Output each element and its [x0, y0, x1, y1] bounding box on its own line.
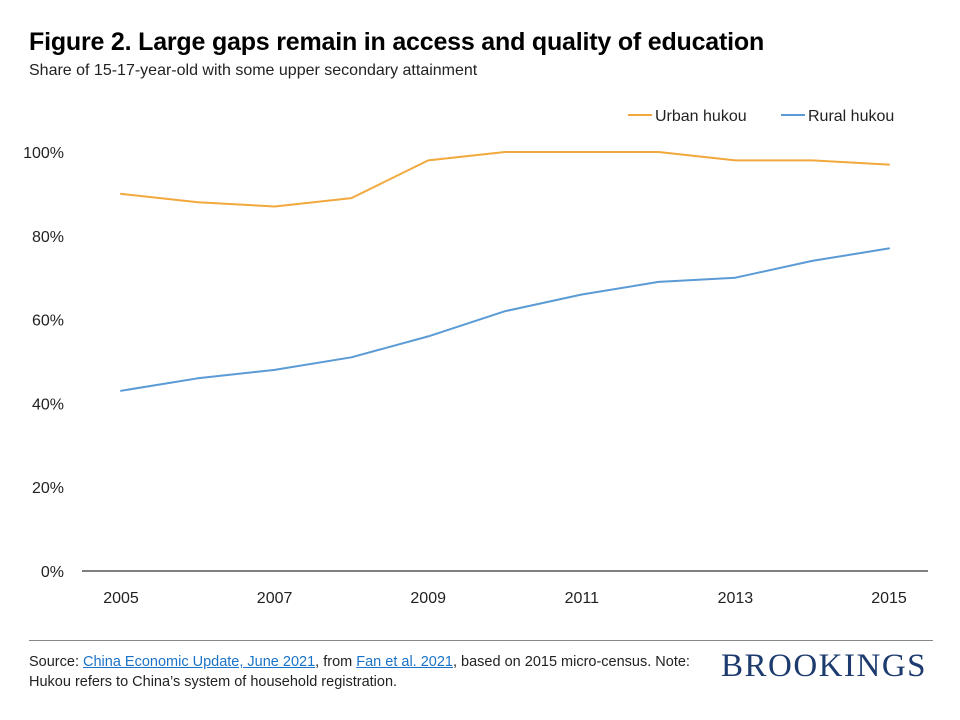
- x-tick-label: 2009: [410, 590, 446, 607]
- line-chart: 0%20%40%60%80%100% 2005 2007 2009 2011 2013 2…: [23, 108, 928, 607]
- chart-title: Figure 2. Large gaps remain in access an…: [29, 28, 765, 56]
- source-link-fan-et-al[interactable]: Fan et al. 2021: [356, 654, 453, 670]
- series-lines: [120, 151, 890, 392]
- x-tick-label: 2005: [103, 590, 139, 607]
- y-tick-label: 60%: [32, 313, 64, 330]
- x-tick-label: 2007: [257, 590, 293, 607]
- series-line-rural-hukou: [120, 247, 890, 392]
- source-note: Source: China Economic Update, June 2021…: [29, 652, 709, 692]
- x-tick-label: 2013: [718, 590, 754, 607]
- x-axis: 2005 2007 2009 2011 2013 2015: [82, 570, 928, 607]
- brookings-logo: BROOKINGS: [721, 648, 928, 684]
- x-tick-label: 2015: [871, 590, 907, 607]
- y-tick-label: 100%: [23, 145, 64, 162]
- x-tick-label: 2011: [565, 590, 600, 607]
- legend-label-urban-hukou: Urban hukou: [655, 108, 747, 125]
- y-tick-label: 80%: [32, 229, 64, 246]
- source-suffix: , based on 2015 micro-census. Note: Huko…: [29, 654, 690, 690]
- legend: Urban hukou Rural hukou: [628, 108, 894, 125]
- chart-subtitle: Share of 15-17-year-old with some upper …: [29, 62, 478, 79]
- y-axis-ticks: 0% 20% 40% 60% 80% 100%: [23, 145, 64, 581]
- footer-divider: [29, 640, 933, 641]
- source-link-china-economic-update[interactable]: China Economic Update, June 2021: [83, 654, 316, 670]
- source-prefix: Source:: [29, 654, 83, 670]
- y-tick-label: 20%: [32, 480, 64, 497]
- y-tick-label: 40%: [32, 396, 64, 413]
- y-tick-label: 0%: [41, 564, 64, 581]
- legend-label-rural-hukou: Rural hukou: [808, 108, 894, 125]
- source-mid-text: , from: [315, 654, 357, 670]
- series-line-urban-hukou: [120, 151, 890, 208]
